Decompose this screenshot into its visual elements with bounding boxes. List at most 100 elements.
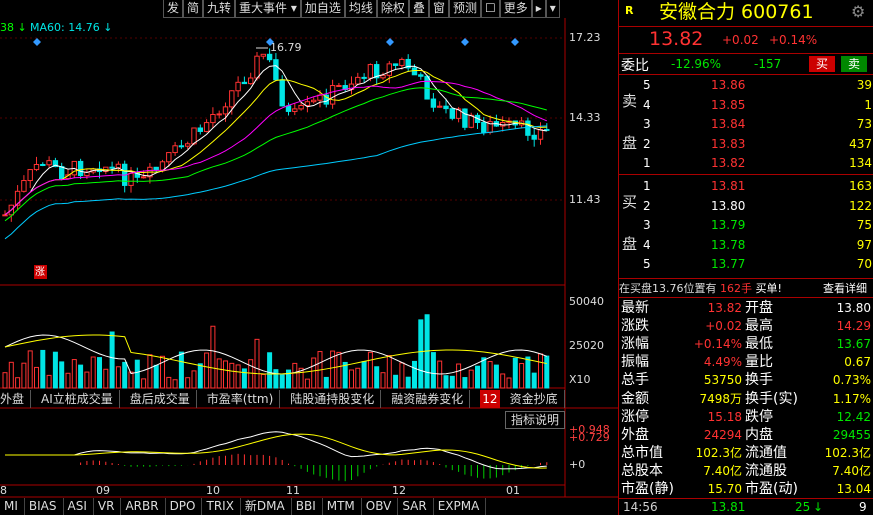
volume-bar xyxy=(172,379,178,389)
volume-bar xyxy=(40,349,46,389)
buy-button[interactable]: 买 xyxy=(809,56,835,72)
level: 2 xyxy=(643,198,651,213)
indicator-help[interactable]: 指标说明 xyxy=(505,411,566,429)
stat-value: 7.40亿 xyxy=(832,463,871,478)
stat-label: 跌停 xyxy=(745,408,773,425)
toolbar-button[interactable]: ▸ xyxy=(531,0,546,18)
indicator-tab[interactable]: BBI xyxy=(292,498,323,515)
indicator-tab[interactable]: ASI xyxy=(64,498,94,515)
toolbar-button[interactable]: ▾ xyxy=(545,0,560,18)
volume-bar xyxy=(248,359,254,389)
stat-label: 内盘 xyxy=(745,426,773,443)
tick-volume: 25 xyxy=(795,500,811,514)
candle-body xyxy=(304,101,311,106)
month-label: 01 xyxy=(506,484,520,497)
candle-body xyxy=(2,214,8,217)
volume-bar xyxy=(418,319,424,389)
tab[interactable]: 市盈率(ttm) xyxy=(207,390,281,408)
toolbar-button[interactable]: 窗 xyxy=(428,0,449,18)
candle-body xyxy=(279,79,285,107)
volume-bar xyxy=(538,353,543,389)
chart-area: 17.23 14.33 11.43 50040 25020 X10 +0.948+0.729… xyxy=(0,18,618,498)
candle-body xyxy=(197,127,204,132)
candle-body xyxy=(52,160,59,168)
toolbar-button[interactable]: 均线 xyxy=(344,0,377,18)
tab[interactable]: AI立桩成交量 xyxy=(41,390,120,408)
indicator-tab[interactable]: TRIX xyxy=(202,498,241,515)
toolbar-button[interactable]: 更多 xyxy=(499,0,532,18)
indicator-tab[interactable]: MTM xyxy=(323,498,362,515)
candle-body xyxy=(172,145,178,154)
stat-label: 换手 xyxy=(745,372,773,389)
volume-bar xyxy=(380,372,386,389)
indicator-tab[interactable]: 新DMA xyxy=(241,498,292,515)
stat-value: 13.04 xyxy=(836,482,871,496)
candle-body xyxy=(40,163,46,166)
candle-body xyxy=(166,152,172,163)
indicator-tab[interactable]: VR xyxy=(94,498,122,515)
indicator-tab[interactable]: MI xyxy=(0,498,25,515)
notice-link[interactable]: 查看详细 xyxy=(823,282,867,295)
book-label: 买 xyxy=(622,193,638,211)
tab[interactable]: 陆股通持股变化 xyxy=(290,390,382,408)
book-label: 盘 xyxy=(622,134,638,152)
volume-bar xyxy=(544,355,550,389)
toolbar-button[interactable]: 除权 xyxy=(376,0,409,18)
marker xyxy=(33,38,41,46)
tab[interactable]: 12 xyxy=(480,390,500,408)
indicator-tab[interactable]: BIAS xyxy=(25,498,64,515)
macd-axis-label: +0 xyxy=(569,458,585,471)
volume-bar xyxy=(241,368,247,389)
volume-bar xyxy=(109,331,115,389)
stat-value: 0.67 xyxy=(844,355,871,370)
tab[interactable]: 盘后成交量 xyxy=(130,390,197,408)
candle-body xyxy=(380,74,386,79)
volume-bar xyxy=(512,357,518,389)
volume-bar xyxy=(191,370,197,389)
volume-bar xyxy=(292,362,298,389)
volume-bar xyxy=(273,369,279,389)
volume-bar xyxy=(405,376,411,389)
tab[interactable]: 资金抄底 xyxy=(510,390,565,408)
volume-bar xyxy=(367,351,373,389)
toolbar-button[interactable]: 加自选 xyxy=(300,0,345,18)
toolbar-button[interactable]: 简 xyxy=(183,0,204,18)
book-label: 盘 xyxy=(622,235,638,253)
pct: +0.14% xyxy=(769,33,818,47)
toolbar-button[interactable]: 发 xyxy=(163,0,184,18)
marker xyxy=(511,38,519,46)
tab[interactable]: 融资融券变化 xyxy=(391,390,471,408)
toolbar-button[interactable]: 九转 xyxy=(203,0,236,18)
volume-bar xyxy=(286,369,291,389)
candle-body xyxy=(531,134,537,140)
candle-body xyxy=(254,55,260,79)
toolbar-button[interactable]: 重大事件 ▾ xyxy=(235,0,301,18)
stat-value: +0.14% xyxy=(693,337,742,352)
ma-line xyxy=(4,65,547,216)
tab[interactable]: 外盘 xyxy=(0,390,32,408)
indicator-tab[interactable]: SAR xyxy=(398,498,434,515)
candle-body xyxy=(260,53,267,57)
level: 2 xyxy=(643,136,651,151)
indicator-tab[interactable]: DPO xyxy=(166,498,203,515)
level-volume: 75 xyxy=(856,218,872,232)
toolbar-button[interactable]: 叠 xyxy=(408,0,429,18)
volume-bar xyxy=(279,374,285,389)
toolbar-button[interactable]: ☐ xyxy=(480,0,500,18)
stat-label: 流通值 xyxy=(745,444,787,461)
month-label: 10 xyxy=(206,484,220,497)
indicator-tab[interactable]: OBV xyxy=(362,498,399,515)
price-axis-label: 11.43 xyxy=(569,193,601,206)
indicator-tab[interactable]: ARBR xyxy=(121,498,166,515)
candle-body xyxy=(159,161,166,171)
stat-value: 13.80 xyxy=(836,301,871,315)
candle-body xyxy=(537,128,544,140)
sell-button[interactable]: 卖 xyxy=(841,56,867,72)
level: 3 xyxy=(643,117,651,131)
indicator-tab[interactable]: EXPMA xyxy=(434,498,487,515)
volume-bar xyxy=(342,361,348,389)
settings-icon[interactable]: ⚙ xyxy=(851,2,866,21)
level-price: 13.82 xyxy=(711,156,746,170)
toolbar-button[interactable]: 预测 xyxy=(448,0,481,18)
candle-body xyxy=(241,81,248,85)
